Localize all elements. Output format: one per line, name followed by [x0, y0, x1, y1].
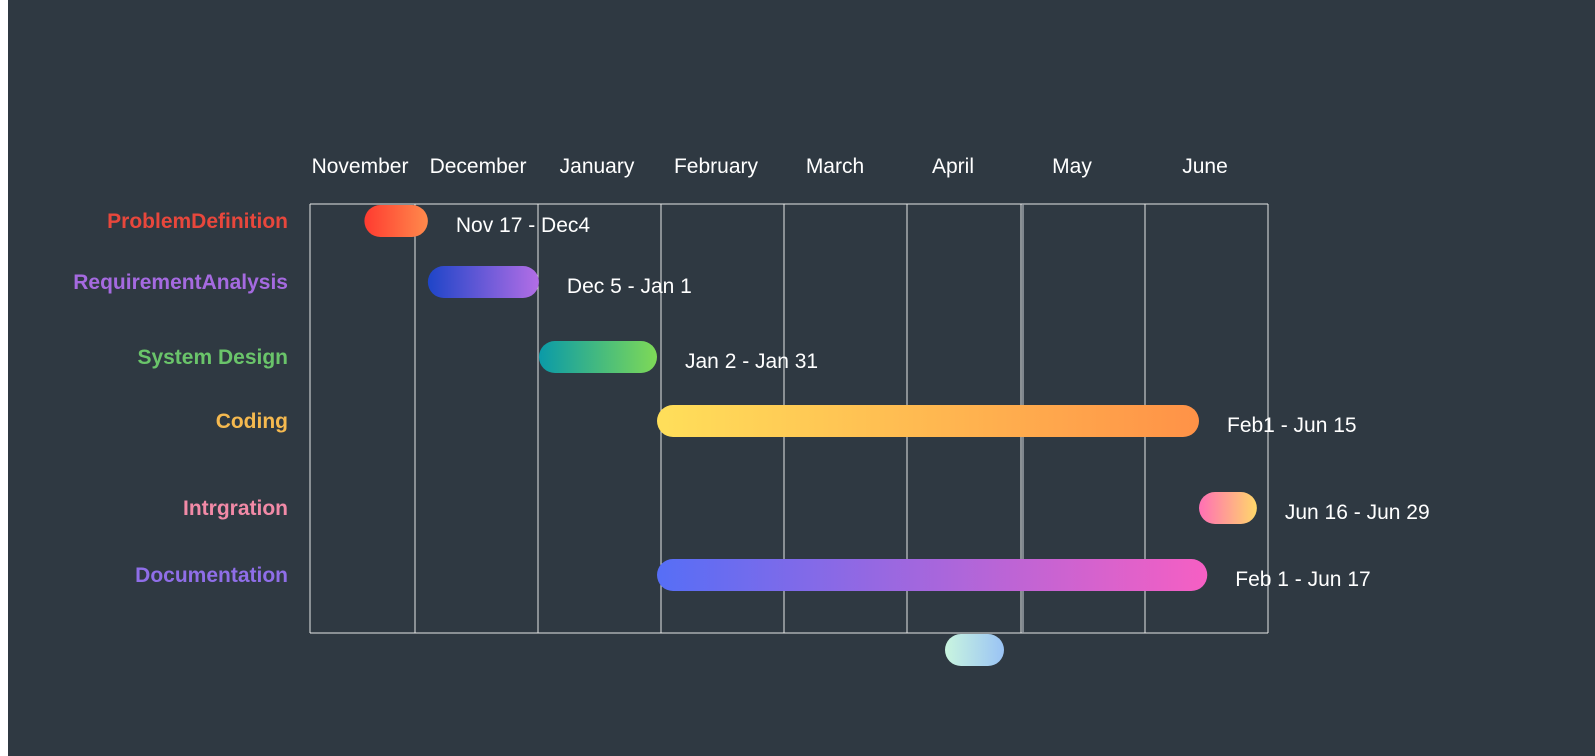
task-bar	[538, 341, 657, 373]
task-bar	[657, 405, 1199, 437]
month-label: February	[674, 155, 759, 178]
month-axis: November December January February March Apri…	[312, 155, 1228, 178]
range-label: Jun 16 - Jun 29	[1285, 501, 1430, 524]
range-label: Feb 1 - Jun 17	[1235, 568, 1370, 591]
range-label: Feb1 - Jun 15	[1227, 414, 1357, 437]
task-label: Intrgration	[183, 497, 288, 520]
task-label: Coding	[216, 410, 288, 433]
task-label: Documentation	[135, 564, 288, 587]
month-label: March	[806, 155, 864, 178]
range-labels: Nov 17 - Dec4 Dec 5 - Jan 1 Jan 2 - Jan 31…	[456, 214, 1430, 591]
month-label: December	[430, 155, 527, 178]
task-label: System Design	[137, 346, 288, 369]
task-label: ProblemDefinition	[107, 210, 288, 233]
month-label: May	[1052, 155, 1092, 178]
range-label: Dec 5 - Jan 1	[567, 275, 692, 298]
extra-bar	[945, 634, 1004, 666]
range-label: Nov 17 - Dec4	[456, 214, 591, 237]
task-label: RequirementAnalysis	[73, 271, 288, 294]
chart-canvas: November December January February March Apri…	[8, 0, 1595, 756]
task-bar	[1199, 492, 1257, 524]
range-label: Jan 2 - Jan 31	[685, 350, 818, 373]
task-bar	[657, 559, 1208, 591]
task-bar	[427, 266, 539, 298]
task-labels: ProblemDefinition RequirementAnalysis Syst…	[73, 210, 288, 587]
month-label: November	[312, 155, 409, 178]
month-label: January	[560, 155, 635, 178]
month-label: June	[1182, 155, 1228, 178]
task-bars	[364, 205, 1257, 666]
month-label: April	[932, 155, 974, 178]
gantt-chart: November December January February March Apri…	[73, 155, 1430, 666]
task-bar	[364, 205, 428, 237]
